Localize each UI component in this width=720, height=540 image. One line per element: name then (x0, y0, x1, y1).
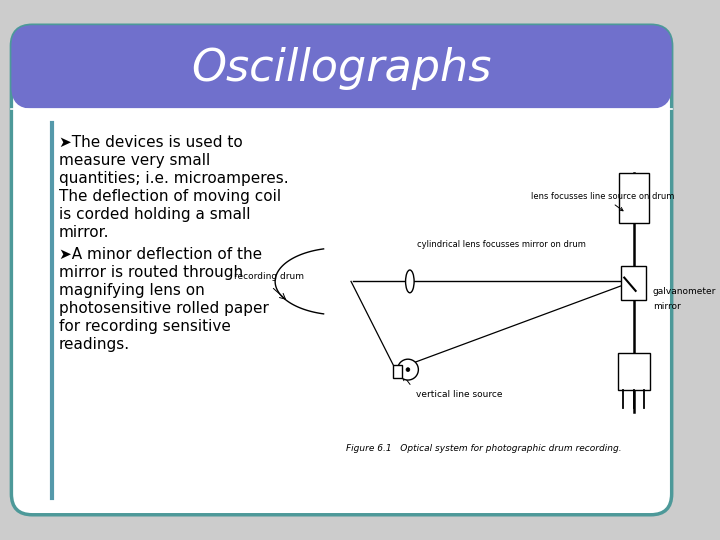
Text: cylindrical lens focusses mirror on drum: cylindrical lens focusses mirror on drum (418, 240, 586, 249)
Text: vertical line source: vertical line source (415, 390, 502, 400)
Text: Oscillographs: Oscillographs (192, 48, 492, 90)
Circle shape (397, 359, 418, 380)
Text: recording drum: recording drum (234, 272, 305, 281)
Text: for recording sensitive: for recording sensitive (59, 319, 230, 334)
FancyBboxPatch shape (12, 25, 672, 515)
Text: is corded holding a small: is corded holding a small (59, 207, 251, 222)
Text: magnifying lens on: magnifying lens on (59, 284, 204, 298)
Bar (393, 365, 402, 378)
Bar (621, 266, 646, 300)
Circle shape (406, 368, 410, 372)
Text: mirror is routed through: mirror is routed through (59, 265, 243, 280)
Text: mirror.: mirror. (59, 225, 109, 240)
Text: mirror: mirror (653, 301, 680, 310)
Text: The deflection of moving coil: The deflection of moving coil (59, 190, 281, 204)
FancyBboxPatch shape (12, 25, 672, 109)
Text: Figure 6.1   Optical system for photographic drum recording.: Figure 6.1 Optical system for photograph… (346, 444, 621, 453)
Text: ➤A minor deflection of the: ➤A minor deflection of the (59, 247, 262, 262)
Text: quantities; i.e. microamperes.: quantities; i.e. microamperes. (59, 171, 289, 186)
Bar (618, 354, 650, 389)
Text: photosensitive rolled paper: photosensitive rolled paper (59, 301, 269, 316)
Text: readings.: readings. (59, 338, 130, 353)
Text: galvanometer: galvanometer (653, 287, 716, 296)
Text: lens focusses line source on drum: lens focusses line source on drum (531, 192, 675, 211)
Text: measure very small: measure very small (59, 153, 210, 168)
Bar (618, 173, 649, 222)
Ellipse shape (405, 270, 414, 293)
Text: ➤The devices is used to: ➤The devices is used to (59, 136, 243, 150)
